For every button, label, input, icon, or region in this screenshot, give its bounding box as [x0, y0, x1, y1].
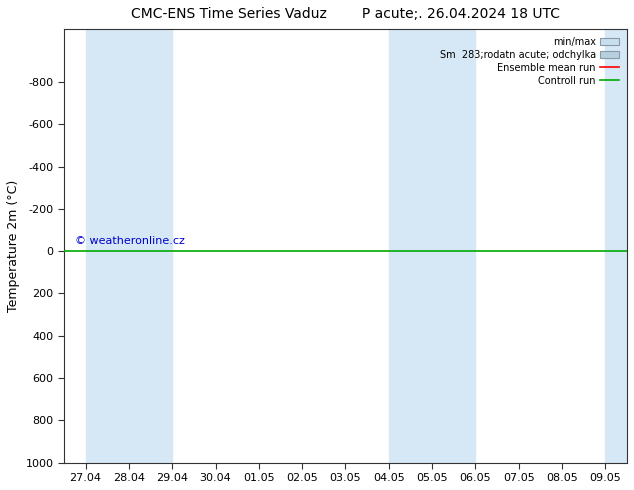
Y-axis label: Temperature 2m (°C): Temperature 2m (°C): [7, 180, 20, 312]
Bar: [389, 29, 476, 463]
Text: © weatheronline.cz: © weatheronline.cz: [75, 236, 185, 246]
Legend: min/max, Sm  283;rodatn acute; odchylka, Ensemble mean run, Controll run: min/max, Sm 283;rodatn acute; odchylka, …: [437, 34, 622, 89]
Bar: [605, 29, 634, 463]
Title: CMC-ENS Time Series Vaduz        P acute;. 26.04.2024 18 UTC: CMC-ENS Time Series Vaduz P acute;. 26.0…: [131, 7, 560, 21]
Bar: [86, 29, 172, 463]
